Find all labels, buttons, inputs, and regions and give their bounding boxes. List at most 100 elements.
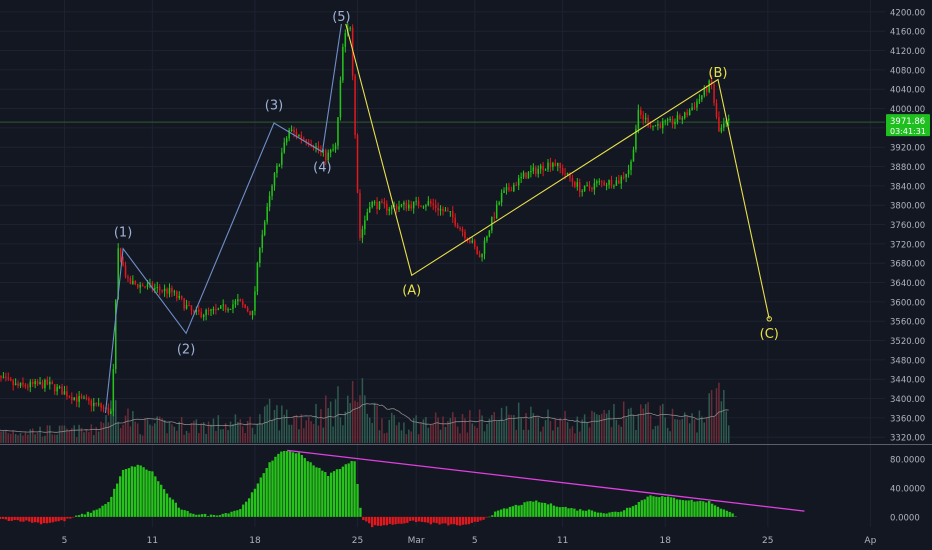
volume-bar	[325, 395, 327, 443]
oscillator-bar	[327, 475, 330, 517]
volume-bar	[66, 428, 68, 443]
oscillator-bar	[646, 496, 649, 517]
volume-bar	[703, 422, 706, 443]
candle-body	[596, 181, 598, 184]
volume-bar	[461, 414, 464, 443]
candle-body	[281, 152, 283, 165]
volume-bar	[447, 420, 449, 443]
volume-bar	[364, 395, 366, 443]
volume-bar	[400, 430, 403, 443]
oscillator-bar	[672, 497, 676, 517]
oscillator-bar	[110, 496, 113, 517]
volume-bar	[327, 408, 329, 443]
oscillator-bar	[89, 512, 93, 517]
oscillator-bar	[702, 501, 705, 517]
volume-bar	[412, 418, 415, 443]
oscillator-bar	[92, 510, 95, 517]
volume-bar	[388, 419, 391, 443]
volume-bar	[36, 432, 39, 443]
candle-body	[254, 291, 256, 311]
oscillator-bar	[16, 516, 19, 521]
wave-endpoint-marker	[766, 316, 772, 322]
candle-body	[657, 124, 659, 126]
time-axis[interactable]: 5 11 18 25 Mar 5 11 18 25 Ap	[62, 536, 877, 546]
oscillator-bar	[180, 509, 183, 517]
oscillator-bar	[286, 451, 289, 517]
candle-body	[662, 121, 664, 129]
volume-bar	[163, 420, 166, 443]
price-tick-label: 3560.00	[890, 318, 925, 328]
volume-bar	[654, 425, 657, 443]
price-axis[interactable]: 4200.00 4160.00 4120.00 4080.00 4040.00 4000.…	[890, 8, 925, 443]
oscillator-bar	[699, 500, 702, 517]
candle-body	[598, 181, 601, 183]
candle-body	[337, 117, 339, 146]
oscillator-bar	[218, 515, 221, 517]
oscillator-bar	[133, 466, 136, 517]
candle-body	[432, 203, 434, 206]
oscillator-bar	[31, 516, 34, 523]
candle-body	[552, 163, 554, 167]
volume-bar	[41, 436, 44, 443]
candle-body	[359, 192, 361, 238]
oscillator-bar	[72, 516, 75, 518]
candle-body	[295, 131, 298, 136]
candle-body	[29, 381, 32, 388]
oscillator-bar	[643, 499, 646, 517]
volume-bar	[19, 433, 22, 443]
volume-bar	[73, 425, 75, 443]
volume-bar	[134, 421, 137, 443]
candle-body	[544, 169, 547, 171]
candle-body	[53, 384, 56, 392]
volume-bar	[320, 408, 322, 443]
volume-bar	[198, 433, 200, 443]
volume-bar	[417, 434, 420, 443]
volume-bar	[58, 425, 61, 443]
volume-bar	[473, 426, 476, 443]
oscillator-bar	[242, 504, 245, 517]
candle-body	[239, 299, 242, 302]
candle-body	[473, 240, 476, 247]
volume-bar	[117, 421, 119, 443]
candle-countdown-label: 03:41:31	[890, 127, 926, 136]
oscillator-bar	[335, 469, 339, 517]
candle-body	[332, 149, 334, 151]
oscillator-bar	[467, 516, 471, 525]
price-tick-label: 3600.00	[890, 298, 925, 308]
volume-bar	[688, 423, 691, 443]
volume-bar	[14, 434, 17, 443]
volume-bar	[376, 405, 378, 443]
candle-body	[290, 129, 293, 131]
candle-body	[207, 309, 210, 311]
volume-bar	[180, 416, 183, 443]
candle-body	[305, 139, 307, 143]
oscillator-bar	[658, 497, 661, 517]
candle-body	[205, 309, 207, 316]
candle-body	[488, 230, 491, 237]
volume-bar	[212, 418, 215, 443]
oscillator-bar	[309, 462, 312, 517]
candlestick-series	[0, 23, 730, 417]
candle-body	[557, 162, 559, 166]
volume-bar	[173, 426, 176, 443]
oscillator-bar	[661, 496, 664, 517]
oscillator-bar	[48, 516, 51, 523]
oscillator-bar	[124, 469, 128, 517]
candle-body	[630, 161, 632, 171]
oscillator-bar	[584, 510, 588, 517]
oscillator-bar	[297, 452, 301, 517]
volume-bar	[525, 412, 527, 443]
candle-body	[615, 180, 618, 186]
volume-bar	[542, 426, 544, 443]
oscillator-bar	[540, 502, 544, 517]
candle-body	[622, 176, 625, 178]
oscillator-bar	[247, 498, 251, 517]
oscillator-bar	[13, 516, 16, 521]
oscillator-bar	[728, 511, 731, 517]
candle-body	[27, 386, 29, 388]
oscillator-bar	[508, 506, 512, 517]
price-tick-label: 3720.00	[890, 240, 925, 250]
volume-bar	[596, 414, 598, 443]
volume-bar	[349, 403, 351, 443]
